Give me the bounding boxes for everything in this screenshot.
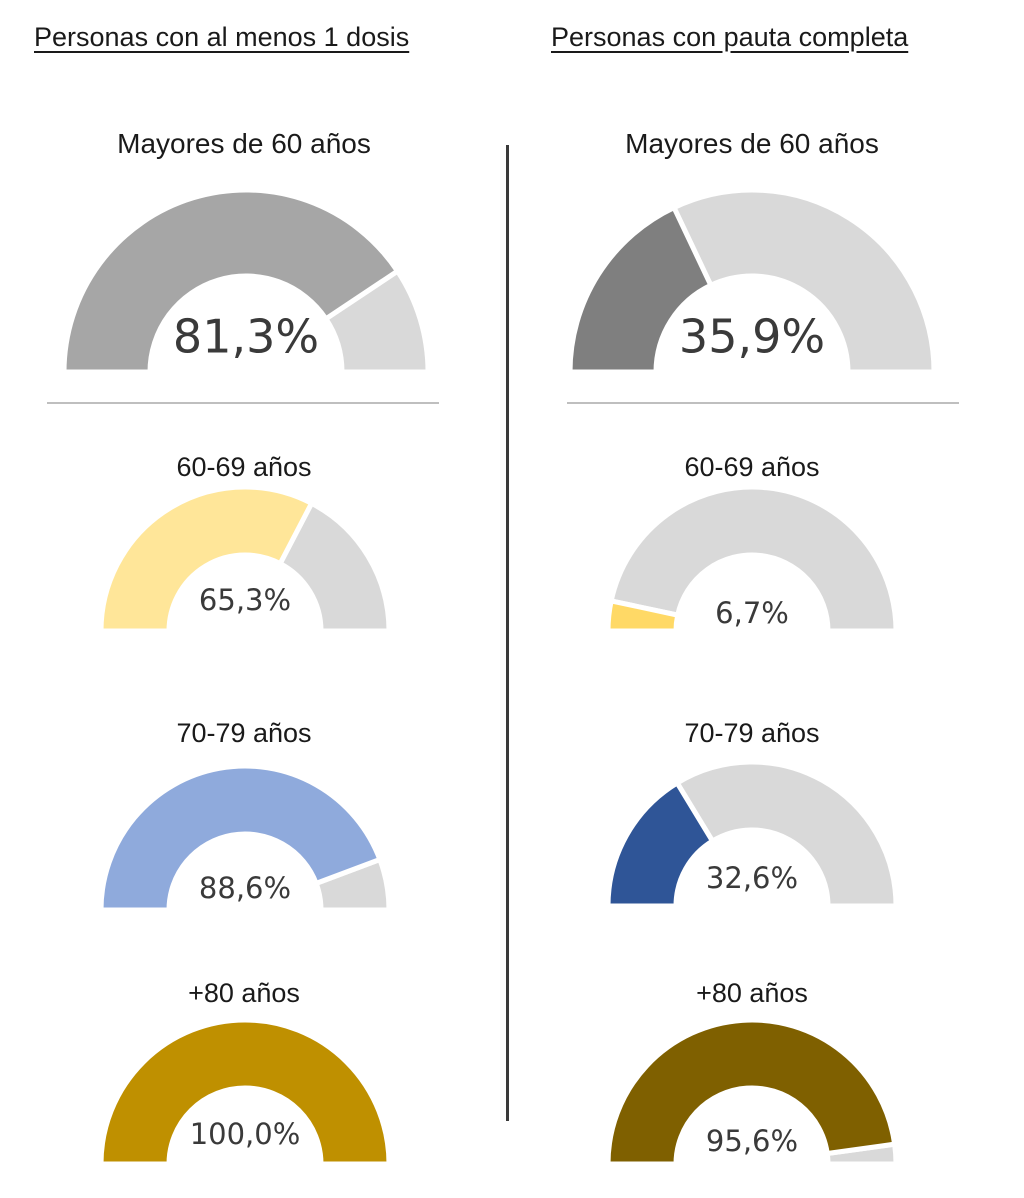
left-section-divider [47, 402, 439, 404]
heading-full-schedule: Personas con pauta completa [551, 22, 909, 52]
gauge-fill-full-schedule-80plus [605, 1017, 898, 1167]
gauge-first-dose-70-79: 88,6% [98, 763, 392, 913]
gauge-first-dose-60-69: 65,3% [98, 484, 392, 634]
gauge-value-label-first-dose-60-69: 65,3% [199, 583, 291, 617]
gauge-full-schedule-80plus: 95,6% [605, 1017, 899, 1167]
gauge-fill-full-schedule-60plus [567, 205, 714, 375]
right-section-divider [567, 402, 959, 404]
gauge-remainder-full-schedule-60plus [671, 187, 937, 375]
gauge-value-label-full-schedule-60-69: 6,7% [715, 596, 789, 630]
gauge-remainder-first-dose-70-79 [313, 857, 392, 913]
gauge-remainder-full-schedule-70-79 [674, 759, 899, 909]
gauge-remainder-full-schedule-60-69 [608, 484, 899, 634]
gauge-remainder-first-dose-60plus [323, 268, 431, 375]
gauge-fill-first-dose-60plus [61, 187, 400, 375]
gauge-full-schedule-70-79: 32,6% [605, 759, 899, 909]
gauge-first-dose-80plus: 100,0% [98, 1017, 392, 1167]
gauge-first-dose-60plus: 81,3% [61, 187, 431, 375]
column-divider [506, 145, 509, 1121]
gauge-title-full-schedule-60plus: Mayores de 60 años [625, 128, 879, 159]
gauge-title-first-dose-60plus: Mayores de 60 años [117, 128, 371, 159]
gauge-fill-first-dose-70-79 [98, 763, 383, 913]
gauge-fill-full-schedule-70-79 [605, 780, 715, 909]
gauge-value-label-full-schedule-80plus: 95,6% [706, 1124, 798, 1158]
gauge-value-label-first-dose-70-79: 88,6% [199, 871, 291, 905]
gauge-title-full-schedule-70-79: 70-79 años [684, 718, 820, 748]
gauge-title-full-schedule-80plus: +80 años [696, 978, 808, 1008]
gauge-value-label-full-schedule-60plus: 35,9% [679, 310, 825, 364]
heading-first-dose: Personas con al menos 1 dosis [34, 22, 410, 52]
gauge-value-label-first-dose-80plus: 100,0% [190, 1117, 301, 1151]
gauge-value-label-full-schedule-70-79: 32,6% [706, 861, 798, 895]
gauge-full-schedule-60plus: 35,9% [567, 187, 937, 375]
gauge-fill-first-dose-80plus [98, 1017, 392, 1167]
gauge-value-label-first-dose-60plus: 81,3% [173, 310, 319, 364]
gauge-full-schedule-60-69: 6,7% [605, 484, 899, 634]
gauge-title-first-dose-70-79: 70-79 años [176, 718, 312, 748]
gauge-title-first-dose-80plus: +80 años [188, 978, 300, 1008]
gauge-title-first-dose-60-69: 60-69 años [176, 452, 312, 482]
gauge-fill-full-schedule-60-69 [605, 598, 681, 634]
gauge-title-full-schedule-60-69: 60-69 años [684, 452, 820, 482]
gauge-remainder-first-dose-60-69 [277, 500, 392, 634]
gauge-fill-first-dose-60-69 [98, 484, 315, 634]
